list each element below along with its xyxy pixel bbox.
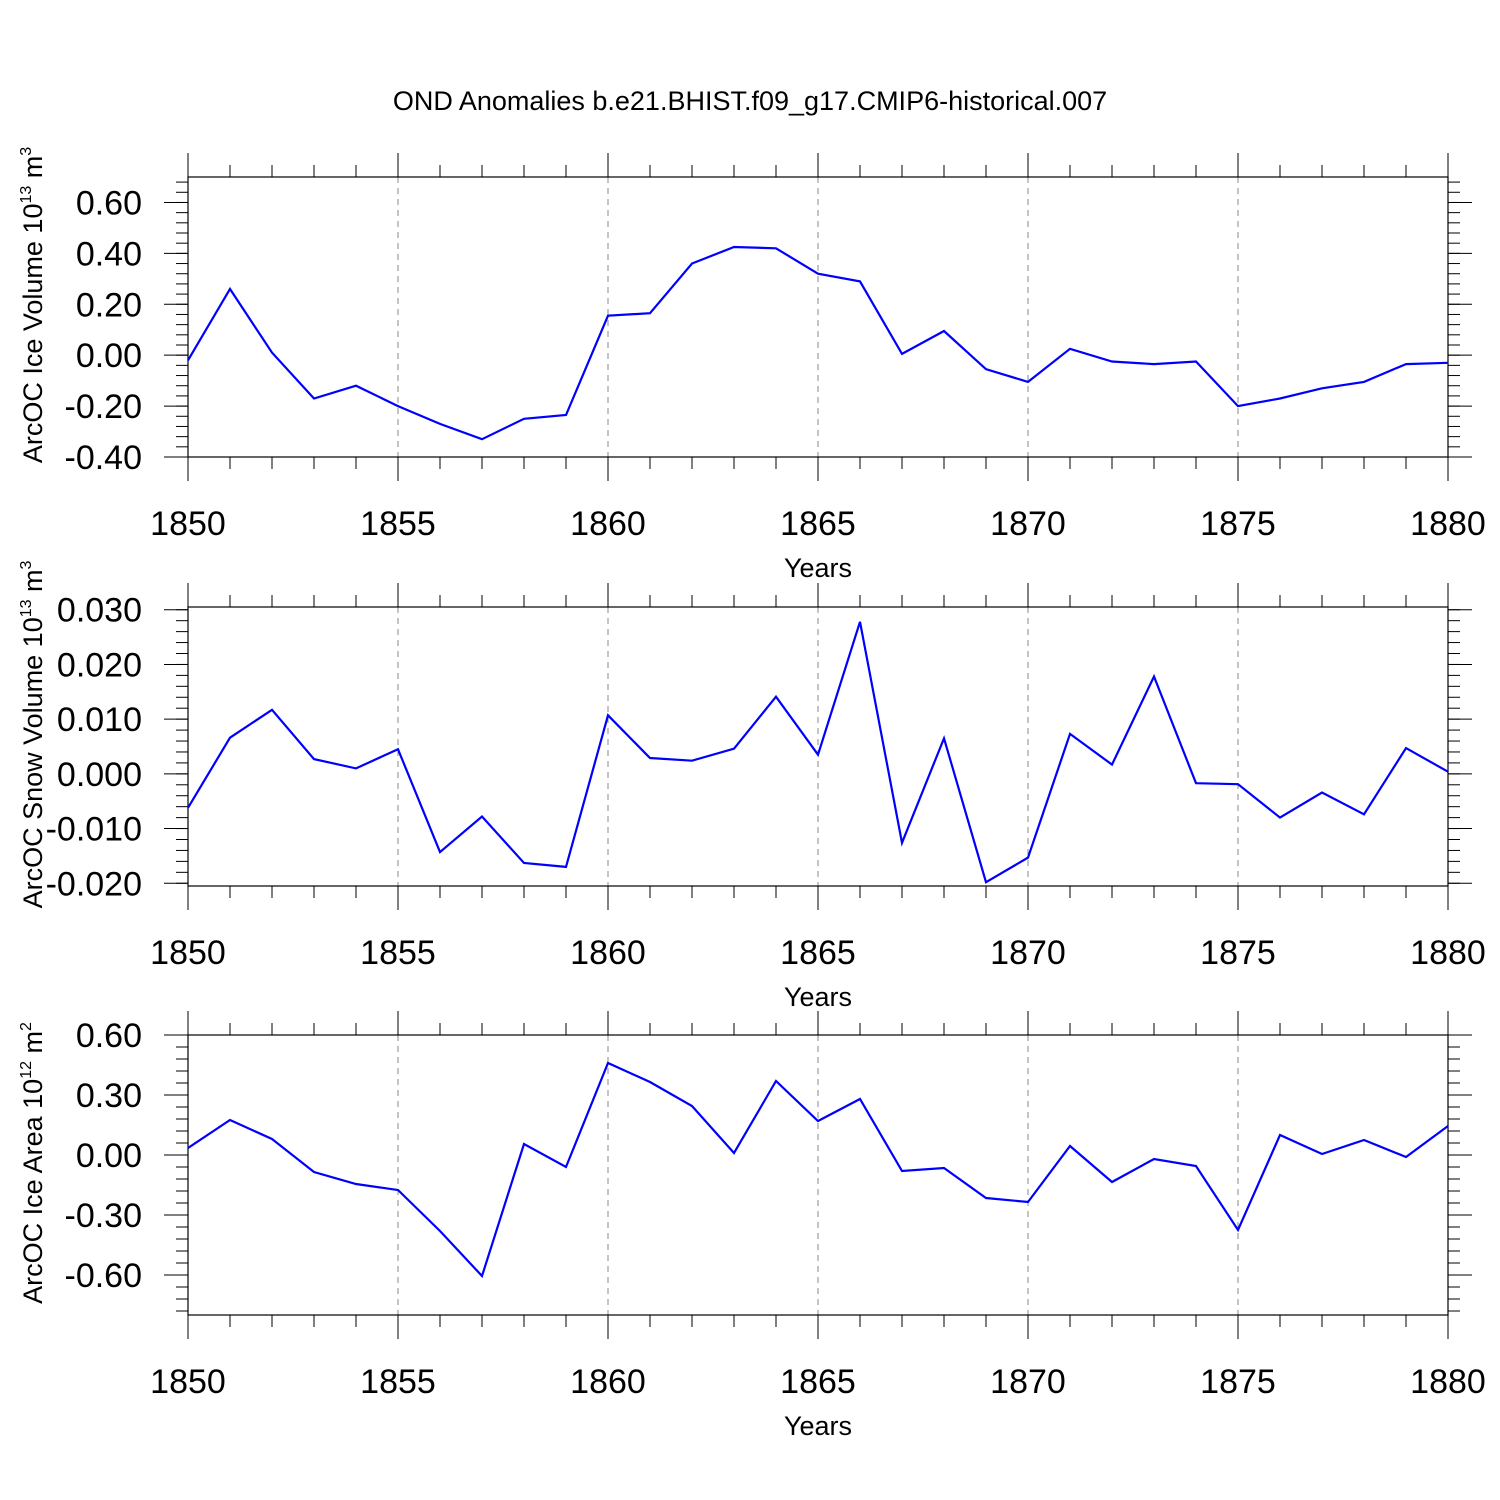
x-axis-title: Years [784,1411,852,1441]
x-tick-label: 1875 [1200,1363,1276,1401]
y-tick-label: 0.20 [76,286,142,324]
x-tick-label: 1860 [570,934,646,972]
x-tick-label: 1875 [1200,505,1276,543]
chart-panel-2: -0.020 -0.010 0.000 0.010 0.020 0.030 1850 1855… [18,560,1486,1012]
y-tick-label: 0.60 [76,1017,142,1055]
y-tick-label: 0.030 [57,592,142,630]
y-tick-label: -0.020 [46,865,142,903]
x-tick-label: 1860 [570,505,646,543]
x-tick-label: 1850 [150,1363,226,1401]
x-tick-label: 1880 [1410,1363,1486,1401]
y-tick-label: 0.000 [57,756,142,794]
x-tick-label: 1850 [150,934,226,972]
x-tick-label: 1865 [780,505,856,543]
y-tick-label: -0.60 [65,1257,143,1295]
y-tick-label: 0.00 [76,337,142,375]
y-tick-label: 0.010 [57,701,142,739]
x-tick-label: 1880 [1410,505,1486,543]
y-axis-title: ArcOC Snow Volume 1013 m3 [18,560,48,908]
plot-frame [187,1034,1449,1316]
y-tick-label: 0.60 [76,184,142,222]
chart-panel-3: -0.60 -0.30 0.00 0.30 0.60 1850 1855 1860 1865 18… [18,1011,1486,1441]
x-tick-label: 1870 [990,1363,1066,1401]
x-tick-label: 1865 [780,1363,856,1401]
x-tick-label: 1855 [360,505,436,543]
x-axis-title: Years [784,553,852,583]
y-tick-label: -0.20 [65,388,143,426]
y-tick-label: -0.010 [46,811,142,849]
x-tick-label: 1880 [1410,934,1486,972]
x-tick-label: 1875 [1200,934,1276,972]
x-tick-label: 1865 [780,934,856,972]
x-tick-label: 1850 [150,505,226,543]
y-tick-label: 0.30 [76,1077,142,1115]
x-tick-label: 1860 [570,1363,646,1401]
y-tick-label: 0.00 [76,1137,142,1175]
y-tick-label: 0.020 [57,646,142,684]
y-tick-label: 0.40 [76,235,142,273]
y-tick-label: -0.40 [65,439,143,477]
x-tick-label: 1855 [360,1363,436,1401]
chart-title: OND Anomalies b.e21.BHIST.f09_g17.CMIP6-… [393,86,1107,116]
y-axis-title: ArcOC Ice Volume 1013 m3 [18,147,48,463]
y-axis-title: ArcOC Ice Area 1012 m2 [18,1022,48,1304]
chart-panel-1: -0.40 -0.20 0.00 0.20 0.40 0.60 1850 1855 1860 18… [18,147,1486,583]
x-tick-label: 1855 [360,934,436,972]
plot-frame [187,606,1449,887]
x-axis-title: Years [784,982,852,1012]
plot-frame [187,176,1449,458]
x-tick-label: 1870 [990,505,1066,543]
y-tick-label: -0.30 [65,1197,143,1235]
x-tick-label: 1870 [990,934,1066,972]
